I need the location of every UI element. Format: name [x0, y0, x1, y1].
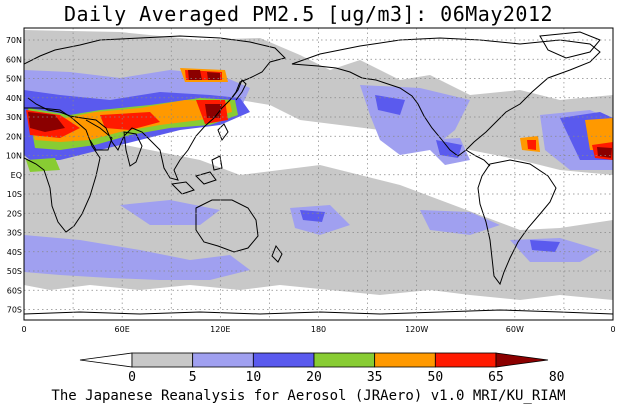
lat-label: 20S: [7, 209, 22, 218]
japan-coastline: [231, 79, 247, 101]
lon-label: 180: [311, 325, 326, 334]
antarctica-coastline: [24, 309, 613, 315]
colorbar-swatch: [313, 352, 376, 368]
colorbar-level-label: 20: [306, 370, 322, 385]
graticule: [24, 28, 613, 320]
colorbar-level-label: 0: [128, 370, 136, 385]
eurasia-coastline: [24, 35, 286, 181]
colorbar: [79, 352, 549, 368]
figure-footer: The Japanese Reanalysis for Aerosol (JRA…: [51, 388, 566, 404]
figure-title: Daily Averaged PM2.5 [ug/m3]: 06May2012: [63, 2, 554, 26]
south-america-coastline: [477, 159, 557, 286]
north-america-coastline: [291, 37, 601, 157]
central-america-coastline: [465, 149, 491, 167]
lat-label: 40S: [7, 248, 22, 257]
lat-label: 40N: [6, 94, 22, 103]
colorbar-level-label: 35: [367, 370, 383, 385]
colorbar-level-label: 5: [189, 370, 197, 385]
colorbar-level-label: 80: [549, 370, 565, 385]
lon-label: 60E: [115, 325, 130, 334]
colorbar-labels: 0 5 10 20 35 50 65 80: [128, 370, 564, 385]
colorbar-swatch: [252, 352, 315, 368]
lat-label: 60S: [7, 286, 22, 295]
lon-label: 0: [610, 325, 615, 334]
lat-label: 20N: [6, 132, 22, 141]
lat-label: 50N: [6, 75, 22, 84]
colorbar-swatch: [192, 352, 254, 368]
latitude-labels: 70N 60N 50N 40N 30N 20N 10N EQ 10S 20S 30S 40S 50S 60…: [6, 36, 22, 315]
colorbar-level-label: 50: [428, 370, 444, 385]
lon-label: 0: [21, 325, 26, 334]
lat-label: 70N: [6, 36, 22, 45]
india-coastline: [123, 131, 143, 167]
lon-label: 60W: [506, 325, 524, 334]
australia-coastline: [195, 199, 259, 253]
lon-label: 120E: [210, 325, 230, 334]
colorbar-level-label: 65: [488, 370, 504, 385]
colorbar-swatch: [434, 352, 497, 368]
se-asia-islands: [170, 123, 229, 195]
colorbar-level-label: 10: [246, 370, 262, 385]
pm25-shading: [24, 30, 613, 300]
coastlines: [24, 31, 613, 315]
colorbar-swatch: [131, 352, 194, 368]
africa-coastline: [24, 107, 101, 233]
colorbar-swatch: [79, 352, 133, 368]
lat-label: 10S: [7, 190, 22, 199]
new-zealand-coastline: [271, 244, 283, 263]
lon-label: 120W: [405, 325, 428, 334]
lat-label: 30N: [6, 113, 22, 122]
longitude-labels: 0 60E 120E 180 120W 60W 0: [21, 325, 615, 334]
greenland-coastline: [539, 31, 601, 59]
lat-label: 10N: [6, 152, 22, 161]
lat-label: EQ: [11, 171, 22, 180]
arabia-coastline: [85, 119, 113, 151]
colorbar-swatch: [495, 352, 549, 368]
colorbar-swatch: [374, 352, 436, 368]
lat-label: 30S: [7, 229, 22, 238]
map-frame: [23, 27, 614, 321]
lat-label: 50S: [7, 267, 22, 276]
lat-label: 60N: [6, 55, 22, 64]
lat-label: 70S: [7, 306, 22, 315]
